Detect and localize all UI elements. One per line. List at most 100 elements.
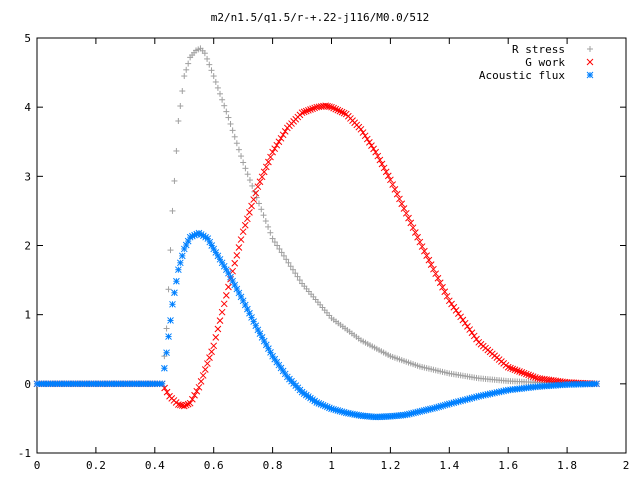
- x-tick-label: 0.6: [204, 459, 224, 472]
- data-point: [169, 207, 176, 214]
- data-point: [235, 146, 242, 153]
- data-point: [161, 364, 168, 372]
- data-point: [423, 252, 430, 259]
- y-tick-label: 3: [24, 170, 31, 183]
- data-point: [161, 353, 168, 360]
- data-point: [171, 289, 178, 297]
- data-point: [285, 259, 292, 266]
- data-point: [206, 61, 213, 68]
- data-point: [402, 209, 410, 217]
- data-point: [441, 288, 449, 296]
- data-point: [233, 140, 240, 147]
- data-point: [195, 383, 203, 391]
- data-point: [359, 129, 367, 136]
- data-point: [216, 317, 224, 324]
- data-point: [455, 310, 462, 317]
- data-point: [175, 118, 182, 124]
- data-point: [175, 401, 182, 408]
- data-point: [300, 108, 308, 116]
- x-tick-label: 1.2: [380, 459, 400, 472]
- data-point: [246, 209, 253, 216]
- data-point: [177, 103, 184, 110]
- data-point: [276, 245, 283, 252]
- data-point: [219, 96, 226, 103]
- data-point: [593, 380, 600, 388]
- x-tick-label: 0.4: [145, 459, 165, 472]
- data-point: [217, 90, 224, 97]
- x-tick-label: 0.8: [263, 459, 283, 472]
- data-point: [470, 332, 478, 340]
- data-point: [389, 181, 397, 188]
- x-axis: 0 0.2 0.4 0.6 0.8 1 1.2 1.4 1.6 1.8 2: [34, 38, 629, 472]
- data-point: [430, 265, 437, 273]
- data-point: [204, 55, 211, 62]
- data-point: [212, 78, 219, 85]
- data-point: [525, 371, 532, 379]
- data-point: [249, 182, 256, 189]
- data-point: [244, 171, 251, 178]
- data-point: [391, 186, 399, 193]
- data-point: [173, 277, 180, 285]
- y-tick-label: 4: [24, 101, 31, 114]
- data-point: [421, 247, 428, 255]
- data-point: [265, 158, 272, 166]
- data-point: [504, 363, 512, 371]
- data-point: [445, 297, 453, 305]
- data-point: [468, 329, 476, 337]
- data-point: [225, 114, 232, 121]
- data-point: [361, 132, 369, 140]
- data-point: [269, 235, 276, 242]
- data-point: [409, 224, 417, 232]
- data-point: [178, 252, 186, 260]
- data-point: [307, 106, 314, 113]
- data-point: [330, 104, 337, 112]
- data-point: [221, 102, 228, 109]
- data-point: [183, 66, 190, 73]
- data-point: [511, 366, 519, 374]
- data-point: [522, 370, 530, 378]
- data-point: [227, 120, 234, 127]
- data-point: [452, 307, 460, 314]
- x-tick-label: 1.4: [439, 459, 459, 472]
- series-3: [33, 229, 600, 421]
- y-tick-label: 5: [24, 32, 31, 45]
- data-point: [204, 360, 211, 367]
- data-point: [258, 206, 265, 213]
- data-point: [169, 300, 176, 308]
- data-point: [374, 152, 382, 160]
- data-point: [273, 141, 281, 149]
- x-tick-label: 1.6: [498, 459, 518, 472]
- data-point: [400, 205, 408, 212]
- data-point: [459, 316, 467, 324]
- data-point: [396, 195, 403, 203]
- data-point: [167, 247, 174, 254]
- data-point: [225, 283, 232, 291]
- data-point: [214, 325, 222, 333]
- data-point: [309, 105, 316, 113]
- data-point: [173, 147, 180, 154]
- data-point: [527, 372, 535, 380]
- data-point: [210, 73, 217, 80]
- data-point: [222, 292, 230, 299]
- data-point: [280, 252, 287, 259]
- data-point: [238, 153, 245, 160]
- data-point: [363, 135, 371, 143]
- data-point: [185, 60, 192, 67]
- data-point: [237, 236, 245, 243]
- data-point: [336, 107, 344, 115]
- legend-marker: [587, 46, 593, 52]
- data-point: [289, 266, 296, 273]
- y-axis: -1 0 1 2 3 4 5: [18, 32, 626, 460]
- data-point: [246, 177, 253, 184]
- data-point: [378, 160, 386, 168]
- data-point: [265, 223, 272, 230]
- legend-label: R stress: [512, 43, 565, 56]
- data-point: [252, 189, 260, 197]
- data-point: [529, 373, 537, 380]
- data-point: [380, 164, 388, 172]
- data-point: [326, 103, 333, 111]
- data-point: [425, 256, 433, 264]
- data-point: [167, 317, 174, 324]
- data-point: [254, 183, 262, 191]
